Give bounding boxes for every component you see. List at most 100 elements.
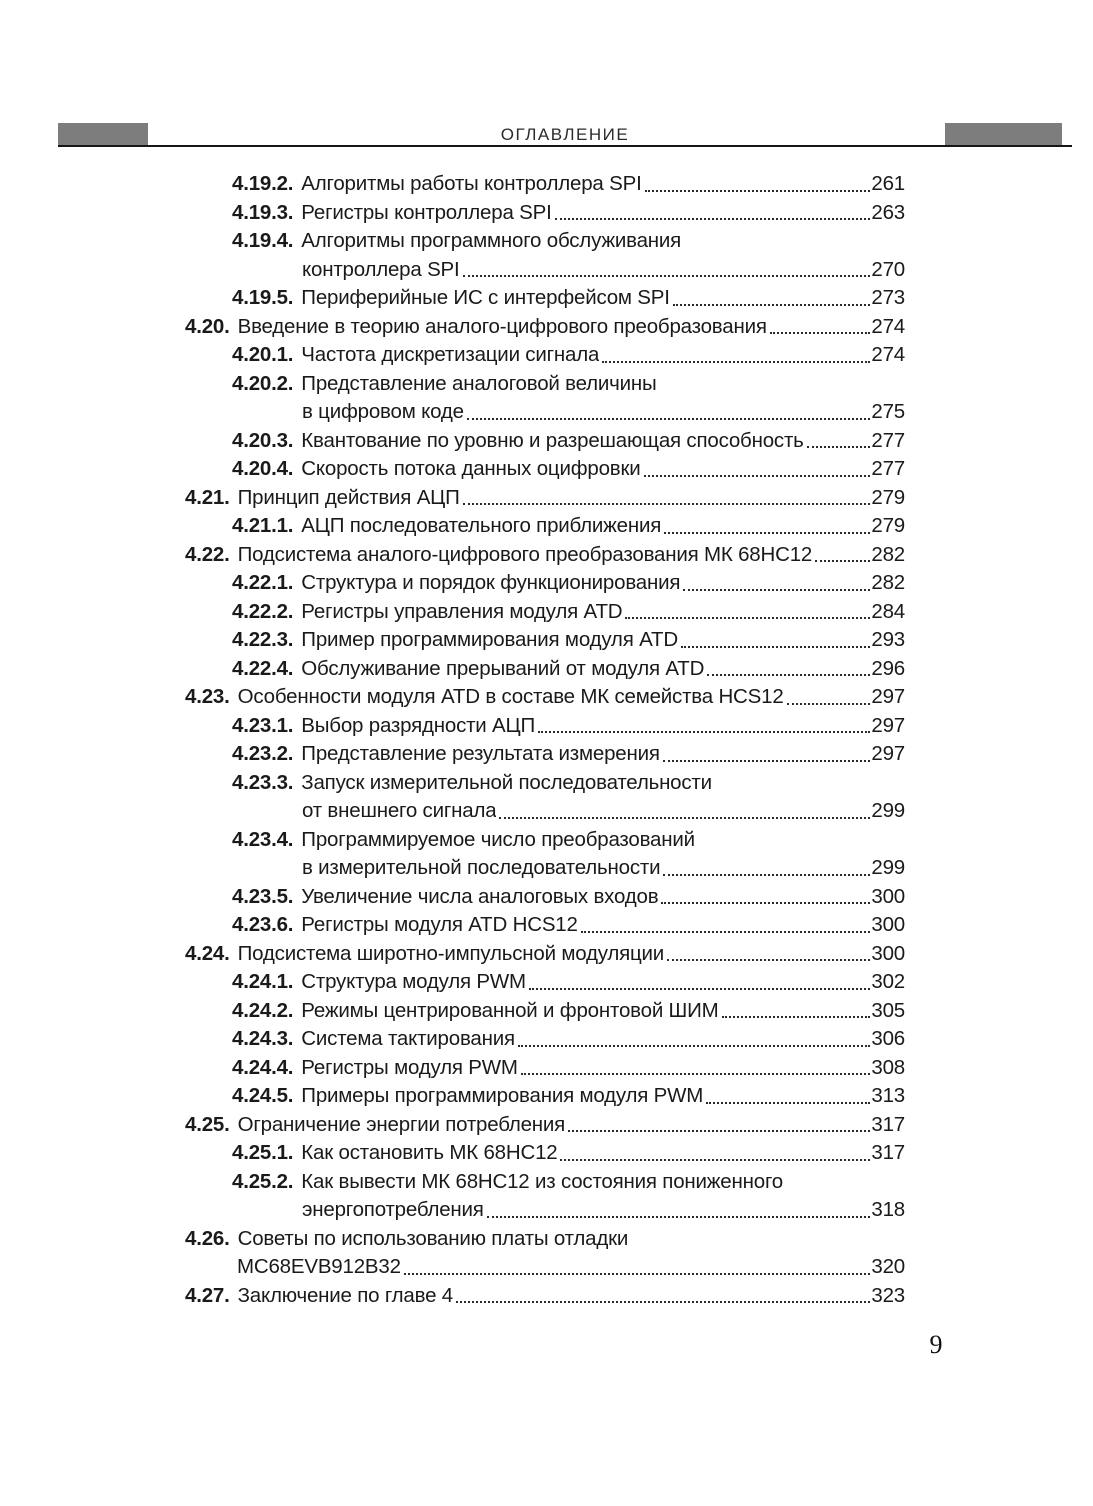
toc-leader-dots: [602, 341, 871, 363]
toc-entry: 4.23.2. Представление результата измерени…: [185, 740, 905, 769]
toc-entry-page: 300: [871, 913, 905, 936]
toc-entry-number: 4.22.: [185, 542, 230, 566]
toc-entry: 4.23.5. Увеличение числа аналоговых входо…: [185, 883, 905, 912]
toc-entry-page: 300: [871, 884, 905, 908]
toc-entry: 4.24.2. Режимы центрированной и фронтовой…: [185, 997, 905, 1026]
toc-entry-title: Особенности модуля ATD в составе МК семе…: [237, 685, 784, 708]
toc-entry-number: 4.24.5.: [232, 1084, 294, 1107]
toc-entry-page: 302: [871, 970, 905, 993]
toc-entry-page: 317: [871, 1112, 905, 1136]
toc-leader-dots: [560, 1139, 871, 1161]
toc-entry-continuation: MC68EVB912B32 320: [185, 1253, 905, 1282]
toc-entry: 4.19.3. Регистры контроллера SPI 263: [185, 199, 905, 228]
toc-entry: 4.20.2. Представление аналоговой величины: [185, 370, 905, 399]
toc-entry: 4.21. Принцип действия АЦП 279: [185, 484, 905, 513]
toc-entry-title: Подсистема широтно-импульсной модуляции: [237, 941, 665, 965]
toc-entry-number: 4.19.5.: [232, 286, 294, 309]
toc-leader-dots: [664, 512, 871, 534]
toc-leader-dots: [580, 911, 871, 933]
toc-entry-page: 270: [871, 257, 905, 281]
toc-entry: 4.24.5. Примеры программирования модуля P…: [185, 1082, 905, 1111]
toc-entry-title: Представление результата измерения: [301, 742, 660, 765]
toc-entry-title: Принцип действия АЦП: [237, 485, 460, 509]
toc-leader-dots: [403, 1253, 871, 1275]
toc-entry-number: 4.19.3.: [232, 200, 294, 224]
toc-entry-title-continued: в измерительной последовательности: [302, 856, 661, 879]
toc-leader-dots: [721, 997, 871, 1018]
toc-leader-dots: [683, 569, 871, 591]
header-right-bar: [945, 123, 1062, 145]
toc-entry: 4.27. Заключение по главе 4 323: [185, 1282, 905, 1311]
toc-entry-title: Режимы центрированной и фронтовой ШИМ: [301, 998, 719, 1022]
toc-entry-page: 299: [871, 799, 905, 822]
page-number: 9: [929, 1330, 943, 1359]
toc-entry-number: 4.23.1.: [232, 713, 294, 737]
toc-entry-number: 4.22.1.: [232, 571, 294, 594]
toc-entry-continuation: контроллера SPI 270: [185, 256, 905, 285]
toc-entry-title: Программируемое число преобразований: [301, 827, 695, 851]
toc-entry-number: 4.22.3.: [232, 628, 294, 651]
toc-entry-number: 4.25.2.: [232, 1169, 294, 1193]
toc-entry-number: 4.20.2.: [232, 371, 294, 395]
toc-entry-title-continued: от внешнего сигнала: [302, 799, 497, 822]
toc-entry: 4.23.6. Регистры модуля ATD HCS12 300: [185, 911, 905, 940]
toc-entry-number: 4.19.4.: [232, 229, 294, 252]
toc-entry-number: 4.26.: [185, 1226, 230, 1250]
toc-entry-title: Регистры модуля PWM: [301, 1055, 518, 1079]
toc-entry: 4.24. Подсистема широтно-импульсной модул…: [185, 940, 905, 969]
toc-entry-title: Подсистема аналого-цифрового преобразова…: [237, 542, 813, 566]
toc-leader-dots: [462, 256, 871, 277]
toc-entry-title-continued: энергопотребления: [302, 1198, 484, 1221]
toc-entry-page: 299: [871, 856, 905, 879]
page-header-title: ОГЛАВЛЕНИЕ: [500, 125, 630, 144]
toc-entry: 4.23.3. Запуск измерительной последовател…: [185, 769, 905, 798]
toc-entry-title: Введение в теорию аналого-цифрового прео…: [237, 314, 767, 338]
toc-entry-continuation: в цифровом коде 275: [185, 398, 905, 427]
toc-leader-dots: [520, 1054, 871, 1075]
toc-leader-dots: [667, 940, 871, 961]
toc-entry-number: 4.24.4.: [232, 1055, 294, 1079]
toc-entry-page: 277: [871, 457, 905, 480]
toc-entry: 4.26. Советы по использованию платы отлад…: [185, 1225, 905, 1254]
toc-entry: 4.24.3. Система тактирования 306: [185, 1025, 905, 1054]
toc-entry-page: 305: [871, 998, 905, 1022]
toc-entry: 4.22.3. Пример программирования модуля AT…: [185, 626, 905, 655]
toc-entry: 4.20. Введение в теорию аналого-цифрового…: [185, 313, 905, 342]
toc-leader-dots: [466, 398, 871, 420]
toc-entry-title: Ограничение энергии потребления: [237, 1112, 566, 1136]
toc-entry-number: 4.24.1.: [232, 970, 294, 993]
toc-entry: 4.20.4. Скорость потока данных оцифровки 2…: [185, 455, 905, 484]
toc-entry-number: 4.23.4.: [232, 827, 294, 851]
toc-entry-page: 275: [871, 400, 905, 423]
toc-entry-title: Алгоритмы работы контроллера SPI: [301, 172, 642, 195]
toc-entry-page: 306: [871, 1027, 905, 1050]
toc-entry-number: 4.23.: [185, 685, 230, 708]
toc-entry-number: 4.23.3.: [232, 770, 294, 794]
toc-entry: 4.23.1. Выбор разрядности АЦП 297: [185, 712, 905, 741]
toc-leader-dots: [486, 1196, 871, 1218]
toc-entry-title: Структура и порядок функционирования: [301, 571, 681, 594]
toc-leader-dots: [455, 1282, 871, 1303]
toc-entry-page: 274: [871, 343, 905, 366]
toc-entry-title: Система тактирования: [301, 1027, 515, 1050]
toc-entry-title: Советы по использованию платы отладки: [237, 1226, 629, 1250]
toc-entry-title: Заключение по главе 4: [237, 1283, 453, 1307]
toc-entry-title-continued: MC68EVB912B32: [237, 1255, 401, 1278]
toc-leader-dots: [769, 313, 871, 334]
toc-entry: 4.23.4. Программируемое число преобразова…: [185, 826, 905, 855]
toc-entry-number: 4.23.2.: [232, 742, 294, 765]
toc-entry: 4.23. Особенности модуля ATD в составе МК…: [185, 683, 905, 712]
toc-entry-title: Частота дискретизации сигнала: [301, 343, 600, 366]
toc-entry-page: 308: [871, 1055, 905, 1079]
toc-entry-number: 4.21.1.: [232, 514, 294, 537]
toc-entry-page: 297: [871, 713, 905, 737]
toc-entry-page: 277: [871, 428, 905, 452]
toc-entry-number: 4.25.1.: [232, 1141, 294, 1164]
toc-entry-page: 297: [871, 742, 905, 765]
toc-entry-continuation: энергопотребления 318: [185, 1196, 905, 1225]
toc-entry-title: Увеличение числа аналоговых входов: [301, 884, 659, 908]
toc-list: 4.19.2. Алгоритмы работы контроллера SPI 2…: [185, 170, 905, 1310]
toc-entry-page: 284: [871, 599, 905, 623]
toc-leader-dots: [644, 170, 871, 192]
